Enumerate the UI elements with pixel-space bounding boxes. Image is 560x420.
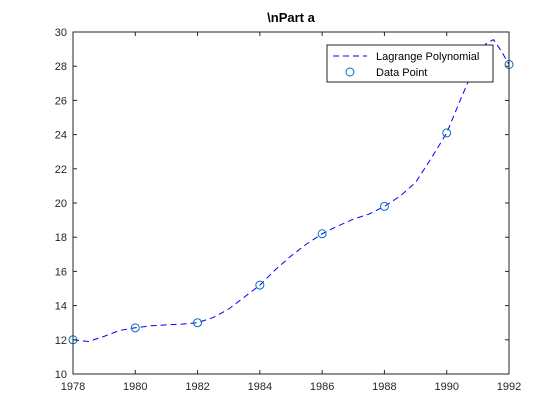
axes-box bbox=[72, 31, 510, 375]
y-tick-label: 28 bbox=[55, 61, 67, 73]
chart-title: \nPart a bbox=[267, 10, 315, 25]
y-tick-label: 10 bbox=[55, 369, 67, 381]
x-tick-label: 1984 bbox=[248, 381, 272, 393]
y-tick-label: 18 bbox=[55, 232, 67, 244]
x-tick-label: 1980 bbox=[123, 381, 147, 393]
y-tick-label: 30 bbox=[55, 27, 67, 39]
legend-label-lagrange: Lagrange Polynomial bbox=[376, 51, 479, 63]
y-tick-label: 24 bbox=[55, 130, 67, 142]
data-point-marker bbox=[193, 318, 203, 328]
data-point-marker bbox=[442, 128, 452, 138]
y-tick-label: 26 bbox=[55, 95, 67, 107]
y-tick-label: 20 bbox=[55, 198, 67, 210]
data-point-marker bbox=[379, 201, 389, 211]
legend-marker-swatch bbox=[345, 67, 355, 77]
x-tick-label: 1982 bbox=[185, 381, 209, 393]
x-tick-label: 1988 bbox=[372, 381, 396, 393]
data-point-marker bbox=[130, 323, 140, 333]
y-tick-label: 16 bbox=[55, 266, 67, 278]
x-tick-label: 1992 bbox=[497, 381, 521, 393]
axes bbox=[72, 31, 510, 375]
y-tick-label: 22 bbox=[55, 164, 67, 176]
legend-box bbox=[326, 44, 494, 83]
x-tick-label: 1978 bbox=[61, 381, 85, 393]
y-tick-label: 14 bbox=[55, 301, 67, 313]
legend: Lagrange Polynomial Data Point bbox=[326, 44, 494, 83]
x-tick-label: 1986 bbox=[310, 381, 334, 393]
data-point-marker bbox=[317, 229, 327, 239]
plot-content bbox=[68, 39, 514, 345]
data-point-marker bbox=[255, 280, 265, 290]
ticks: 1978 1980 1982 1984 1986 1988 1990 1992 10 12 14 16… bbox=[55, 27, 521, 393]
y-tick-label: 12 bbox=[55, 335, 67, 347]
x-tick-label: 1990 bbox=[434, 381, 458, 393]
lagrange-polynomial-line bbox=[72, 39, 510, 343]
legend-label-data-point: Data Point bbox=[376, 67, 427, 79]
